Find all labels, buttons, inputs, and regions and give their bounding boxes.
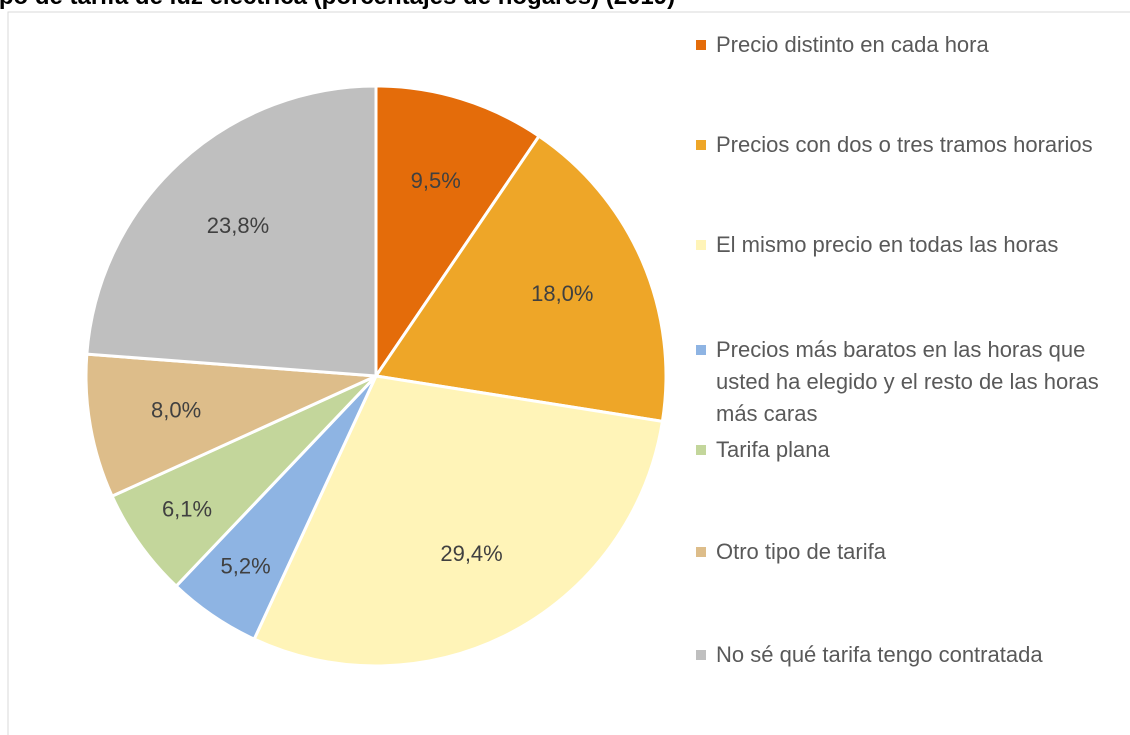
- data-label: 29,4%: [440, 541, 502, 566]
- legend-label: El mismo precio en todas las horas: [716, 232, 1059, 257]
- legend-item: Tarifa plana: [696, 434, 1106, 466]
- legend-label: No sé qué tarifa tengo contratada: [716, 642, 1043, 667]
- chart-title: Tipo de tarifa de luz eléctrica (porcent…: [0, 0, 675, 10]
- frame: [7, 11, 1130, 735]
- pie-slice: [85, 84, 378, 378]
- pie-slice: [252, 374, 665, 668]
- data-label: 5,2%: [221, 554, 271, 579]
- legend-label: Precios más baratos en las horas que ust…: [716, 337, 1099, 426]
- legend-label: Precios con dos o tres tramos horarios: [716, 132, 1093, 157]
- legend-item: Precio distinto en cada hora: [696, 29, 1106, 61]
- legend-item: Precios más baratos en las horas que ust…: [696, 334, 1106, 430]
- legend-item: Otro tipo de tarifa: [696, 536, 1106, 568]
- legend-label: Otro tipo de tarifa: [716, 539, 886, 564]
- legend-swatch: [696, 40, 706, 50]
- data-label: 23,8%: [207, 213, 269, 238]
- legend-swatch: [696, 547, 706, 557]
- legend-swatch: [696, 240, 706, 250]
- data-label: 9,5%: [411, 168, 461, 193]
- legend-swatch: [696, 650, 706, 660]
- legend-swatch: [696, 345, 706, 355]
- legend-swatch: [696, 140, 706, 150]
- pie-slice: [374, 84, 542, 381]
- pie-slice: [373, 134, 668, 424]
- legend-swatch: [696, 445, 706, 455]
- legend-item: No sé qué tarifa tengo contratada: [696, 639, 1106, 671]
- legend-label: Precio distinto en cada hora: [716, 32, 989, 57]
- data-label: 8,0%: [151, 397, 201, 422]
- data-label: 6,1%: [162, 496, 212, 521]
- data-label: 18,0%: [531, 281, 593, 306]
- legend-item: El mismo precio en todas las horas: [696, 229, 1106, 261]
- pie-slice: [84, 352, 377, 499]
- legend-label: Tarifa plana: [716, 437, 830, 462]
- legend-item: Precios con dos o tres tramos horarios: [696, 129, 1106, 161]
